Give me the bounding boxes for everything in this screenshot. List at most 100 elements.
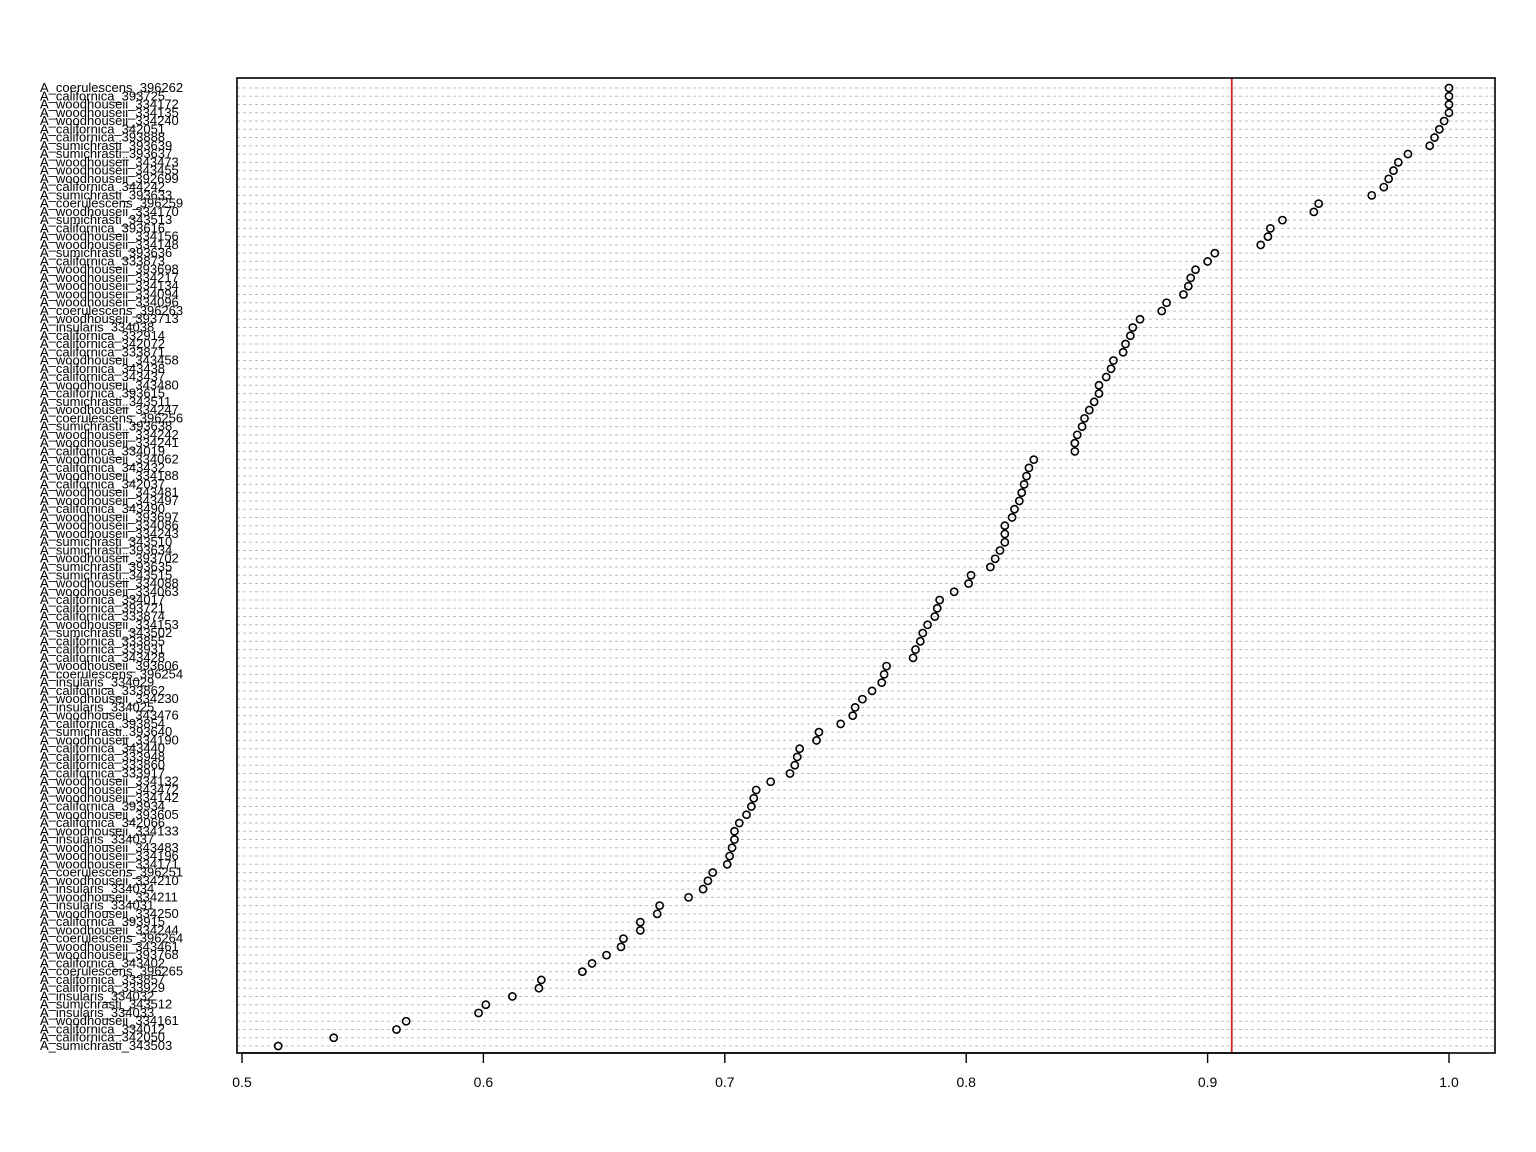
category-label: A_californica_343437 [40, 369, 165, 384]
data-point [1309, 207, 1319, 217]
data-point [507, 992, 517, 1001]
category-label: A_sumichrasti_393634 [40, 542, 172, 557]
category-label: A_californica_333862 [40, 683, 165, 698]
data-point [1072, 430, 1082, 440]
data-point [915, 636, 925, 646]
data-point [1118, 347, 1128, 357]
category-label: A_woodhouseii_334063 [40, 584, 179, 599]
category-label: A_sumichrasti_343513 [40, 212, 172, 227]
data-point [1000, 537, 1010, 547]
category-label: A_californica_334012 [40, 1021, 165, 1036]
category-label: A_woodhouseii_334242 [40, 427, 179, 442]
data-point [1203, 257, 1212, 266]
category-label: A_woodhouseii_334134 [40, 278, 179, 293]
category-label: A_coerulescens_396262 [40, 80, 183, 95]
data-point [812, 736, 821, 745]
category-label: A_sumichrasti_393637 [40, 146, 172, 161]
category-label: A_woodhouseii_343473 [40, 154, 179, 169]
category-label: A_californica_344242 [40, 179, 165, 194]
data-point [1191, 265, 1200, 275]
category-label: A_californica_333873 [40, 253, 165, 268]
data-point [867, 686, 877, 696]
data-point [879, 669, 889, 679]
category-label: A_californica_333860 [40, 757, 165, 772]
data-point [474, 1008, 483, 1018]
category-label: A_woodhouseii_334211 [40, 889, 178, 904]
category-label: A_californica_332914 [40, 328, 165, 343]
data-point [1094, 389, 1104, 398]
data-point [392, 1025, 401, 1034]
data-point [1125, 331, 1135, 341]
data-point [1256, 240, 1266, 250]
data-point [1000, 529, 1010, 539]
data-point [766, 777, 776, 787]
category-label: A_sumichrasti_343515 [40, 567, 172, 582]
grid-lines [237, 87, 1495, 1047]
category-label: A_woodhouseii_334241 [40, 435, 179, 450]
data-point [652, 909, 662, 919]
data-point [966, 570, 976, 580]
category-label: A_woodhouseii_334161 [40, 1013, 179, 1028]
category-label: A_woodhouseii_334170 [40, 204, 179, 219]
category-label: A_sumichrasti_343511 [40, 394, 171, 409]
data-point [1444, 108, 1454, 118]
data-point [1094, 380, 1104, 390]
category-label: A_insularis_334029 [40, 675, 154, 690]
data-points [273, 83, 1454, 1051]
category-label: A_californica_342037 [40, 476, 165, 491]
category-label: A_woodhouseii_334230 [40, 691, 179, 706]
data-point [329, 1033, 339, 1043]
category-label: A_insularis_334037 [40, 832, 154, 847]
category-label: A_californica_342072 [40, 336, 165, 351]
category-label: A_woodhouseii_334171 [40, 856, 179, 871]
category-label: A_woodhouseii_393606 [40, 658, 179, 673]
category-label: A_coerulescens_396263 [40, 303, 183, 318]
data-point [635, 925, 645, 935]
category-label: A_californica_343428 [40, 650, 165, 665]
data-point [1070, 446, 1080, 456]
category-label: A_woodhouseii_393605 [40, 807, 179, 822]
data-point [577, 967, 587, 977]
data-point [1367, 190, 1377, 200]
data-point [850, 702, 860, 712]
category-label: A_californica_334019 [40, 443, 165, 458]
category-labels: A_coerulescens_396262 A_californica_39372… [40, 80, 183, 1053]
data-point [1000, 521, 1010, 531]
data-point [655, 901, 665, 911]
data-point [1157, 306, 1167, 316]
data-point [1263, 232, 1273, 242]
category-label: A_woodhouseii_393713 [40, 311, 179, 326]
data-point [730, 826, 739, 836]
category-label: A_woodhouseii_334135 [40, 105, 179, 120]
data-point [708, 868, 718, 877]
data-point [722, 859, 732, 869]
category-label: A_californica_333917 [40, 765, 165, 780]
x-tick-label: 0.5 [232, 1074, 252, 1090]
data-point [742, 810, 751, 820]
data-point [1077, 422, 1087, 432]
x-tick-label: 1.0 [1439, 1074, 1459, 1090]
data-point [1135, 314, 1145, 324]
category-label: A_woodhouseii_343480 [40, 377, 179, 392]
data-point [792, 752, 802, 762]
data-point [785, 769, 795, 778]
category-label: A_californica_342050 [40, 1030, 165, 1045]
category-label: A_californica_393721 [40, 600, 165, 615]
data-point [1179, 290, 1188, 299]
data-point [935, 595, 945, 605]
data-point [734, 818, 744, 828]
data-point [1089, 397, 1099, 407]
data-point [1379, 182, 1389, 192]
data-point [836, 719, 846, 729]
category-label: A_woodhouseii_343497 [40, 493, 179, 508]
category-label: A_sumichrasti_393633 [40, 187, 172, 202]
data-point [814, 727, 824, 737]
data-point [1403, 149, 1413, 159]
data-point [908, 653, 918, 663]
category-label: A_woodhouseii_334240 [40, 113, 179, 128]
data-point [273, 1041, 283, 1051]
category-label: A_sumichrasti_393640 [40, 724, 172, 739]
data-point [749, 793, 759, 803]
category-label: A_sumichrasti_343502 [40, 625, 172, 640]
